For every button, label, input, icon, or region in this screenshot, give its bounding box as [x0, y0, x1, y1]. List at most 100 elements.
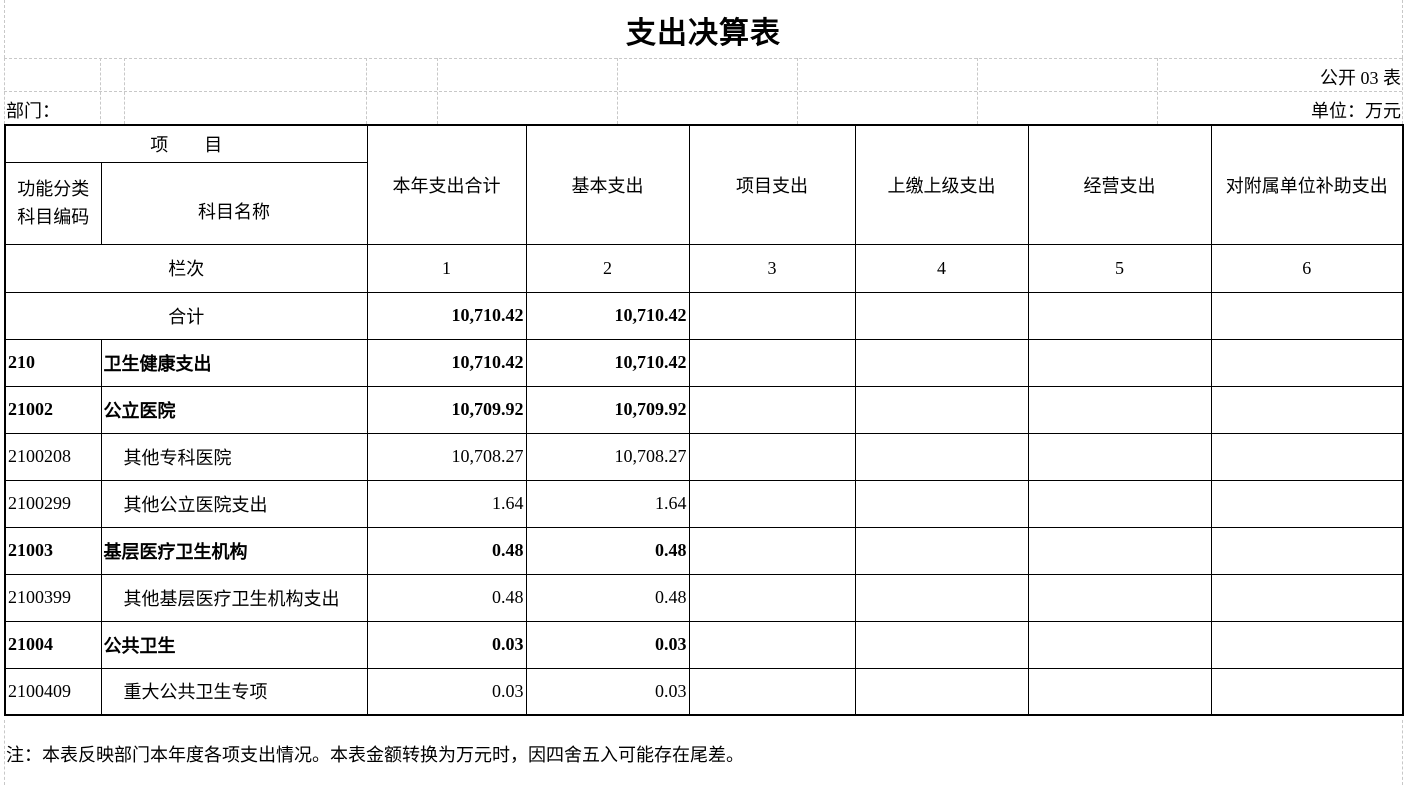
table-row: 210 卫生健康支出 10,710.42 10,710.42	[4, 338, 1404, 387]
row-name: 公共卫生	[100, 620, 368, 669]
page-title: 支出决算表	[626, 17, 781, 50]
row-value	[1210, 573, 1404, 622]
department-label: 部门：	[6, 101, 60, 121]
row-name: 重大公共卫生专项	[100, 667, 368, 716]
header-item: 项 目	[4, 124, 368, 163]
row-value	[1210, 338, 1404, 387]
header-col-2: 基本支出	[525, 124, 690, 245]
row-value	[854, 432, 1029, 481]
row-value	[1210, 479, 1404, 528]
row-value: 10,710.42	[366, 338, 527, 387]
col-number: 3	[688, 243, 856, 293]
header-code: 功能分类 科目编码	[4, 161, 102, 245]
row-value: 0.48	[525, 526, 690, 575]
header-code-line1: 功能分类	[17, 179, 90, 199]
row-value	[1027, 667, 1212, 716]
table-row: 21002 公立医院 10,709.92 10,709.92	[4, 385, 1404, 434]
row-code: 2100409	[4, 667, 102, 716]
table-row: 2100208 其他专科医院 10,708.27 10,708.27	[4, 432, 1404, 481]
total-value	[1027, 291, 1212, 340]
row-value	[1210, 385, 1404, 434]
expenditure-table: 项 目 本年支出合计 基本支出 项目支出 上缴上级支出 经营支出 对附属单位补助…	[4, 124, 1404, 716]
row-value	[1210, 667, 1404, 716]
row-value	[688, 667, 856, 716]
table-row: 2100299 其他公立医院支出 1.64 1.64	[4, 479, 1404, 528]
col-number: 1	[366, 243, 527, 293]
total-value	[1210, 291, 1404, 340]
row-value: 10,708.27	[525, 432, 690, 481]
header-name: 科目名称	[100, 161, 368, 245]
row-name: 其他基层医疗卫生机构支出	[100, 573, 368, 622]
row-name: 公立医院	[100, 385, 368, 434]
row-value	[688, 432, 856, 481]
header-col-4: 上缴上级支出	[854, 124, 1029, 245]
row-value	[854, 338, 1029, 387]
header-col-1: 本年支出合计	[366, 124, 527, 245]
gridline	[1402, 58, 1403, 124]
row-value: 0.48	[366, 526, 527, 575]
row-value	[854, 573, 1029, 622]
unit-label: 单位：万元	[1311, 101, 1401, 121]
row-value: 1.64	[366, 479, 527, 528]
row-code: 21003	[4, 526, 102, 575]
row-value	[1210, 432, 1404, 481]
row-value: 1.64	[525, 479, 690, 528]
row-value: 0.48	[525, 573, 690, 622]
row-value	[1027, 573, 1212, 622]
total-value: 10,710.42	[525, 291, 690, 340]
row-code: 2100208	[4, 432, 102, 481]
total-value	[688, 291, 856, 340]
row-value	[854, 667, 1029, 716]
column-index-row: 栏次 1 2 3 4 5 6	[4, 243, 1404, 293]
row-index-label: 栏次	[4, 243, 368, 293]
gridline	[4, 720, 5, 785]
footnote: 注：本表反映部门本年度各项支出情况。本表金额转换为万元时，因四舍五入可能存在尾差…	[6, 745, 744, 765]
row-value: 10,709.92	[525, 385, 690, 434]
total-value: 10,710.42	[366, 291, 527, 340]
table-row: 21004 公共卫生 0.03 0.03	[4, 620, 1404, 669]
gridline	[4, 58, 1402, 59]
row-name: 其他公立医院支出	[100, 479, 368, 528]
row-value	[854, 526, 1029, 575]
row-value	[1027, 385, 1212, 434]
row-value	[688, 385, 856, 434]
row-value	[854, 479, 1029, 528]
row-value	[1210, 620, 1404, 669]
table-row: 2100409 重大公共卫生专项 0.03 0.03	[4, 667, 1404, 716]
header-col-3: 项目支出	[688, 124, 856, 245]
row-name: 卫生健康支出	[100, 338, 368, 387]
col-number: 6	[1210, 243, 1404, 293]
row-value	[1027, 338, 1212, 387]
row-code: 210	[4, 338, 102, 387]
header-col-6: 对附属单位补助支出	[1210, 124, 1404, 245]
header-code-line2: 科目编码	[17, 207, 90, 227]
row-value	[688, 573, 856, 622]
total-label: 合计	[4, 291, 368, 340]
row-value: 0.03	[525, 620, 690, 669]
row-value: 10,708.27	[366, 432, 527, 481]
gridline	[4, 0, 5, 58]
form-number: 公开 03 表	[1320, 68, 1401, 88]
row-value	[1027, 479, 1212, 528]
row-value: 0.03	[525, 667, 690, 716]
row-value: 0.48	[366, 573, 527, 622]
row-code: 21002	[4, 385, 102, 434]
row-code: 2100399	[4, 573, 102, 622]
row-value	[1027, 620, 1212, 669]
row-value	[1027, 432, 1212, 481]
row-name: 基层医疗卫生机构	[100, 526, 368, 575]
total-row: 合计 10,710.42 10,710.42	[4, 291, 1404, 340]
row-value	[688, 479, 856, 528]
total-value	[854, 291, 1029, 340]
gridline	[1402, 720, 1403, 785]
row-code: 2100299	[4, 479, 102, 528]
col-number: 2	[525, 243, 690, 293]
row-value	[854, 385, 1029, 434]
row-name: 其他专科医院	[100, 432, 368, 481]
gridline	[4, 91, 1402, 92]
col-number: 5	[1027, 243, 1212, 293]
col-number: 4	[854, 243, 1029, 293]
header-row: 项 目 本年支出合计 基本支出 项目支出 上缴上级支出 经营支出 对附属单位补助…	[4, 124, 1404, 245]
row-value	[688, 526, 856, 575]
row-value: 10,709.92	[366, 385, 527, 434]
